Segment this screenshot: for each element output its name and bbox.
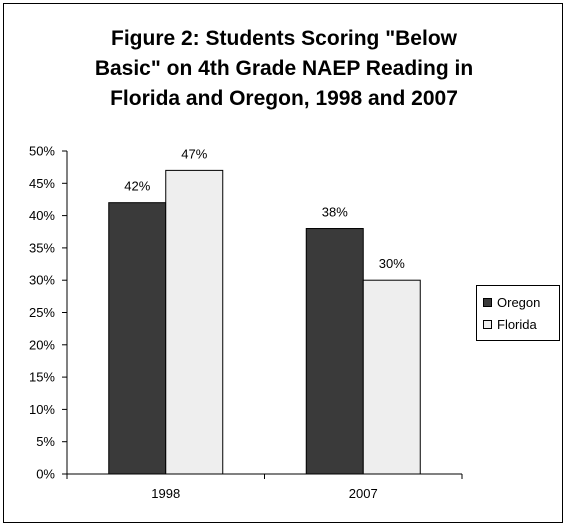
legend-swatch-oregon: [483, 297, 492, 307]
chart-frame: Figure 2: Students Scoring "Below Basic"…: [3, 3, 563, 523]
chart-title-line-3: Florida and Oregon, 1998 and 2007: [110, 87, 458, 110]
legend-label-oregon: Oregon: [497, 294, 541, 310]
y-tick-label: 5%: [36, 434, 55, 449]
y-tick-label: 25%: [29, 305, 55, 320]
chart-title-line-1: Figure 2: Students Scoring "Below: [111, 27, 457, 50]
bar-oregon-2007: [305, 228, 364, 475]
legend-label-florida: Florida: [497, 316, 537, 332]
legend-item-florida: Florida: [483, 315, 537, 333]
chart-title: Figure 2: Students Scoring "Below Basic"…: [4, 24, 564, 114]
y-tick-label: 35%: [29, 240, 55, 255]
y-tick-label: 45%: [29, 176, 55, 191]
y-tick-label: 30%: [29, 273, 55, 288]
chart-title-line-2: Basic" on 4th Grade NAEP Reading in: [94, 57, 474, 80]
y-tick-label: 0%: [36, 467, 55, 482]
y-tick-label: 50%: [29, 144, 55, 159]
legend-swatch-florida: [483, 319, 492, 329]
x-tick-label: 1998: [151, 486, 180, 501]
y-tick-label: 15%: [29, 370, 55, 385]
legend-item-oregon: Oregon: [483, 293, 540, 311]
x-tick-label: 2007: [349, 486, 378, 501]
bar-oregon-1998: [108, 202, 167, 475]
y-tick-label: 10%: [29, 402, 55, 417]
y-tick-label: 40%: [29, 208, 55, 223]
bar-florida-2007: [362, 279, 421, 475]
data-label-florida-1998: 47%: [181, 146, 207, 161]
bar-florida-1998: [165, 169, 224, 475]
data-label-oregon-2007: 38%: [322, 205, 348, 220]
data-label-oregon-1998: 42%: [124, 179, 150, 194]
legend: Oregon Florida: [476, 285, 560, 341]
data-label-florida-2007: 30%: [379, 256, 405, 271]
y-tick-label: 20%: [29, 337, 55, 352]
